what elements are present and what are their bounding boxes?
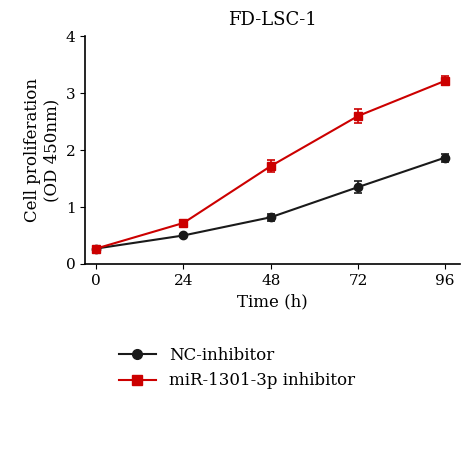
Y-axis label: Cell proliferation
(OD 450nm): Cell proliferation (OD 450nm): [24, 78, 60, 222]
X-axis label: Time (h): Time (h): [237, 293, 308, 310]
Title: FD-LSC-1: FD-LSC-1: [228, 11, 317, 29]
Legend: NC-inhibitor, miR-1301-3p inhibitor: NC-inhibitor, miR-1301-3p inhibitor: [112, 340, 362, 396]
